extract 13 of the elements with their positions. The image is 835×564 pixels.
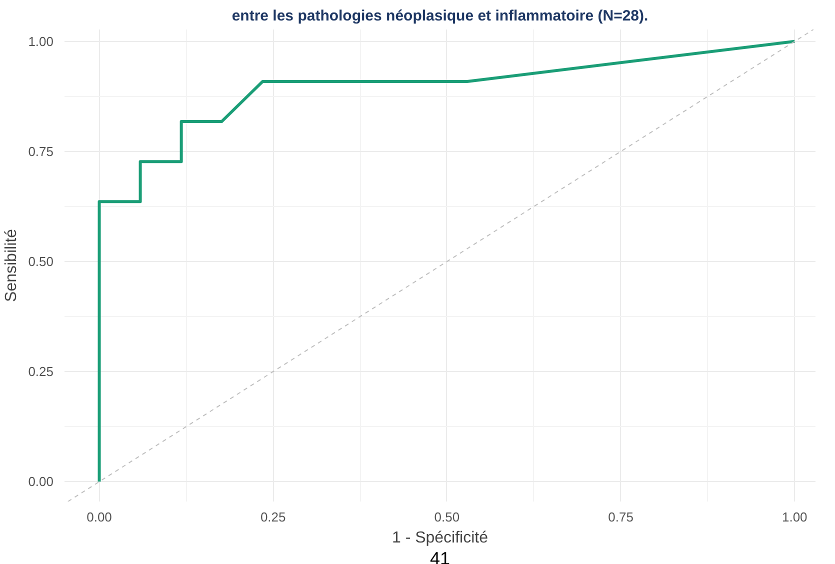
x-tick-label: 0.00: [86, 510, 112, 524]
x-tick-label: 0.75: [608, 510, 634, 524]
y-tick-label: 0.50: [28, 254, 54, 270]
x-tick-label: 0.50: [434, 510, 460, 524]
y-tick-label: 0.25: [28, 364, 54, 380]
y-axis-title: Sensibilité: [3, 228, 20, 302]
y-tick-label: 1.00: [28, 34, 54, 49]
x-tick-label: 0.25: [260, 510, 286, 524]
chart-title: entre les pathologies néoplasique et inflammatoire (N=28).: [232, 8, 648, 24]
x-tick-label: 1.00: [782, 510, 808, 524]
y-tick-label: 0.75: [28, 144, 54, 159]
y-tick-label: 0.00: [28, 474, 54, 490]
x-axis-title: 1 - Spécificité: [392, 530, 488, 546]
